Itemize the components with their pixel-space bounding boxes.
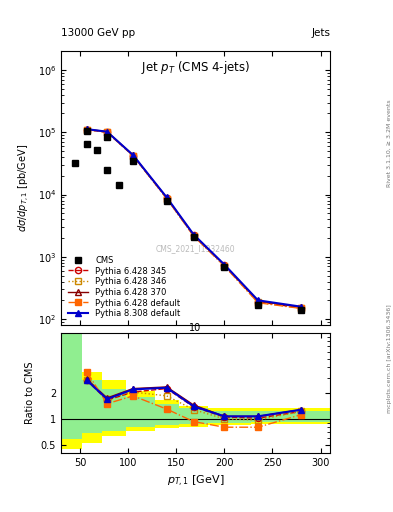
Text: 13000 GeV pp: 13000 GeV pp: [61, 28, 135, 38]
Legend: CMS, Pythia 6.428 345, Pythia 6.428 346, Pythia 6.428 370, Pythia 6.428 default,: CMS, Pythia 6.428 345, Pythia 6.428 346,…: [65, 253, 183, 321]
Text: Jet $p_T$ (CMS 4-jets): Jet $p_T$ (CMS 4-jets): [141, 59, 250, 76]
X-axis label: $p_{T,1}$ [GeV]: $p_{T,1}$ [GeV]: [167, 474, 224, 488]
Text: CMS_2021_I1932460: CMS_2021_I1932460: [156, 244, 235, 253]
Text: 10: 10: [189, 323, 202, 333]
Text: Jets: Jets: [311, 28, 330, 38]
Text: Rivet 3.1.10, ≥ 3.2M events: Rivet 3.1.10, ≥ 3.2M events: [387, 99, 391, 187]
Text: mcplots.cern.ch [arXiv:1306.3436]: mcplots.cern.ch [arXiv:1306.3436]: [387, 304, 391, 413]
Y-axis label: Ratio to CMS: Ratio to CMS: [25, 361, 35, 424]
Y-axis label: $d\sigma/dp_{T,1}$ [pb/GeV]: $d\sigma/dp_{T,1}$ [pb/GeV]: [17, 144, 32, 232]
